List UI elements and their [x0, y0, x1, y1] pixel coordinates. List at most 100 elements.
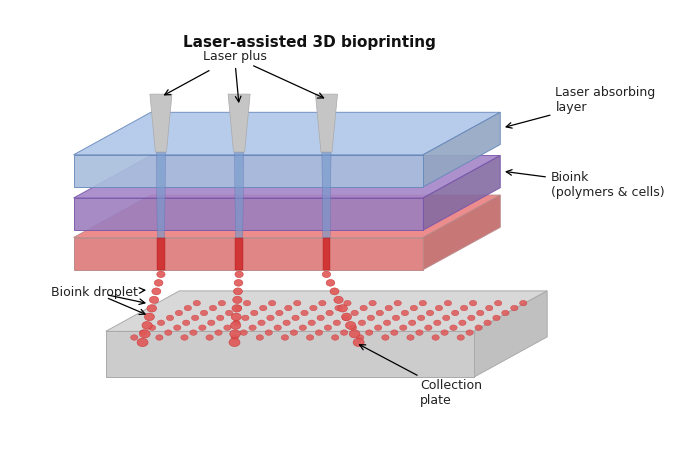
- Ellipse shape: [276, 310, 283, 316]
- Polygon shape: [73, 198, 423, 230]
- Ellipse shape: [199, 325, 206, 331]
- Ellipse shape: [284, 306, 292, 311]
- Ellipse shape: [140, 330, 147, 335]
- Ellipse shape: [392, 315, 400, 321]
- Ellipse shape: [307, 335, 313, 340]
- Ellipse shape: [164, 330, 172, 335]
- Ellipse shape: [317, 315, 324, 321]
- Ellipse shape: [332, 335, 339, 340]
- Ellipse shape: [435, 306, 443, 311]
- Ellipse shape: [520, 300, 527, 306]
- Ellipse shape: [231, 313, 241, 321]
- Ellipse shape: [351, 310, 359, 316]
- Text: Laser plus: Laser plus: [203, 50, 266, 102]
- Ellipse shape: [224, 325, 231, 331]
- Ellipse shape: [144, 313, 154, 321]
- Polygon shape: [157, 238, 164, 270]
- Ellipse shape: [218, 300, 226, 306]
- Ellipse shape: [385, 306, 392, 311]
- Text: Laser absorbing
layer: Laser absorbing layer: [506, 86, 656, 128]
- Ellipse shape: [191, 315, 199, 321]
- Ellipse shape: [193, 300, 200, 306]
- Ellipse shape: [251, 310, 258, 316]
- Ellipse shape: [349, 325, 357, 331]
- Ellipse shape: [468, 315, 475, 321]
- Ellipse shape: [301, 310, 308, 316]
- Ellipse shape: [342, 313, 352, 321]
- Ellipse shape: [158, 320, 164, 325]
- Ellipse shape: [215, 330, 222, 335]
- Ellipse shape: [381, 335, 389, 340]
- Ellipse shape: [501, 310, 509, 316]
- Ellipse shape: [324, 325, 332, 331]
- Ellipse shape: [156, 335, 163, 340]
- Ellipse shape: [450, 325, 457, 331]
- Ellipse shape: [206, 335, 213, 340]
- Ellipse shape: [369, 300, 376, 306]
- Ellipse shape: [231, 321, 241, 329]
- Ellipse shape: [232, 305, 241, 312]
- Polygon shape: [423, 195, 500, 270]
- Ellipse shape: [326, 310, 333, 316]
- Ellipse shape: [495, 300, 502, 306]
- Ellipse shape: [235, 271, 243, 278]
- Ellipse shape: [140, 330, 150, 338]
- Text: Collection
plate: Collection plate: [359, 345, 483, 407]
- Ellipse shape: [234, 279, 243, 286]
- Ellipse shape: [511, 306, 518, 311]
- Ellipse shape: [226, 310, 233, 316]
- Ellipse shape: [230, 330, 241, 338]
- Ellipse shape: [493, 315, 500, 321]
- Ellipse shape: [460, 306, 468, 311]
- Ellipse shape: [294, 300, 301, 306]
- Ellipse shape: [258, 320, 265, 325]
- Polygon shape: [235, 238, 243, 270]
- Ellipse shape: [249, 325, 256, 331]
- Polygon shape: [423, 155, 500, 230]
- Ellipse shape: [459, 320, 466, 325]
- Ellipse shape: [235, 306, 242, 311]
- Ellipse shape: [427, 310, 434, 316]
- Ellipse shape: [281, 335, 288, 340]
- Ellipse shape: [148, 325, 156, 331]
- Ellipse shape: [274, 325, 281, 331]
- Ellipse shape: [175, 310, 183, 316]
- Ellipse shape: [359, 320, 365, 325]
- Ellipse shape: [210, 306, 216, 311]
- Ellipse shape: [342, 315, 349, 321]
- Polygon shape: [73, 195, 500, 238]
- Ellipse shape: [360, 306, 367, 311]
- Polygon shape: [323, 238, 330, 270]
- Ellipse shape: [394, 300, 402, 306]
- Ellipse shape: [310, 306, 317, 311]
- Polygon shape: [228, 94, 250, 152]
- Ellipse shape: [432, 335, 439, 340]
- Ellipse shape: [190, 330, 197, 335]
- Ellipse shape: [152, 288, 161, 295]
- Ellipse shape: [477, 310, 484, 316]
- Ellipse shape: [416, 330, 423, 335]
- Ellipse shape: [166, 315, 174, 321]
- Ellipse shape: [137, 338, 148, 346]
- Polygon shape: [73, 155, 423, 187]
- Ellipse shape: [334, 296, 343, 304]
- Ellipse shape: [292, 315, 299, 321]
- Ellipse shape: [242, 315, 249, 321]
- Ellipse shape: [200, 310, 208, 316]
- Ellipse shape: [256, 335, 264, 340]
- Ellipse shape: [475, 325, 483, 331]
- Ellipse shape: [338, 305, 347, 312]
- Text: Bioink droplet: Bioink droplet: [51, 286, 145, 299]
- Ellipse shape: [299, 325, 307, 331]
- Ellipse shape: [183, 320, 190, 325]
- Ellipse shape: [353, 338, 364, 346]
- Ellipse shape: [367, 315, 375, 321]
- Ellipse shape: [154, 279, 163, 286]
- Ellipse shape: [243, 300, 251, 306]
- Ellipse shape: [315, 330, 323, 335]
- Ellipse shape: [319, 300, 326, 306]
- Ellipse shape: [485, 306, 493, 311]
- Polygon shape: [235, 152, 244, 238]
- Ellipse shape: [375, 325, 381, 331]
- Ellipse shape: [384, 320, 391, 325]
